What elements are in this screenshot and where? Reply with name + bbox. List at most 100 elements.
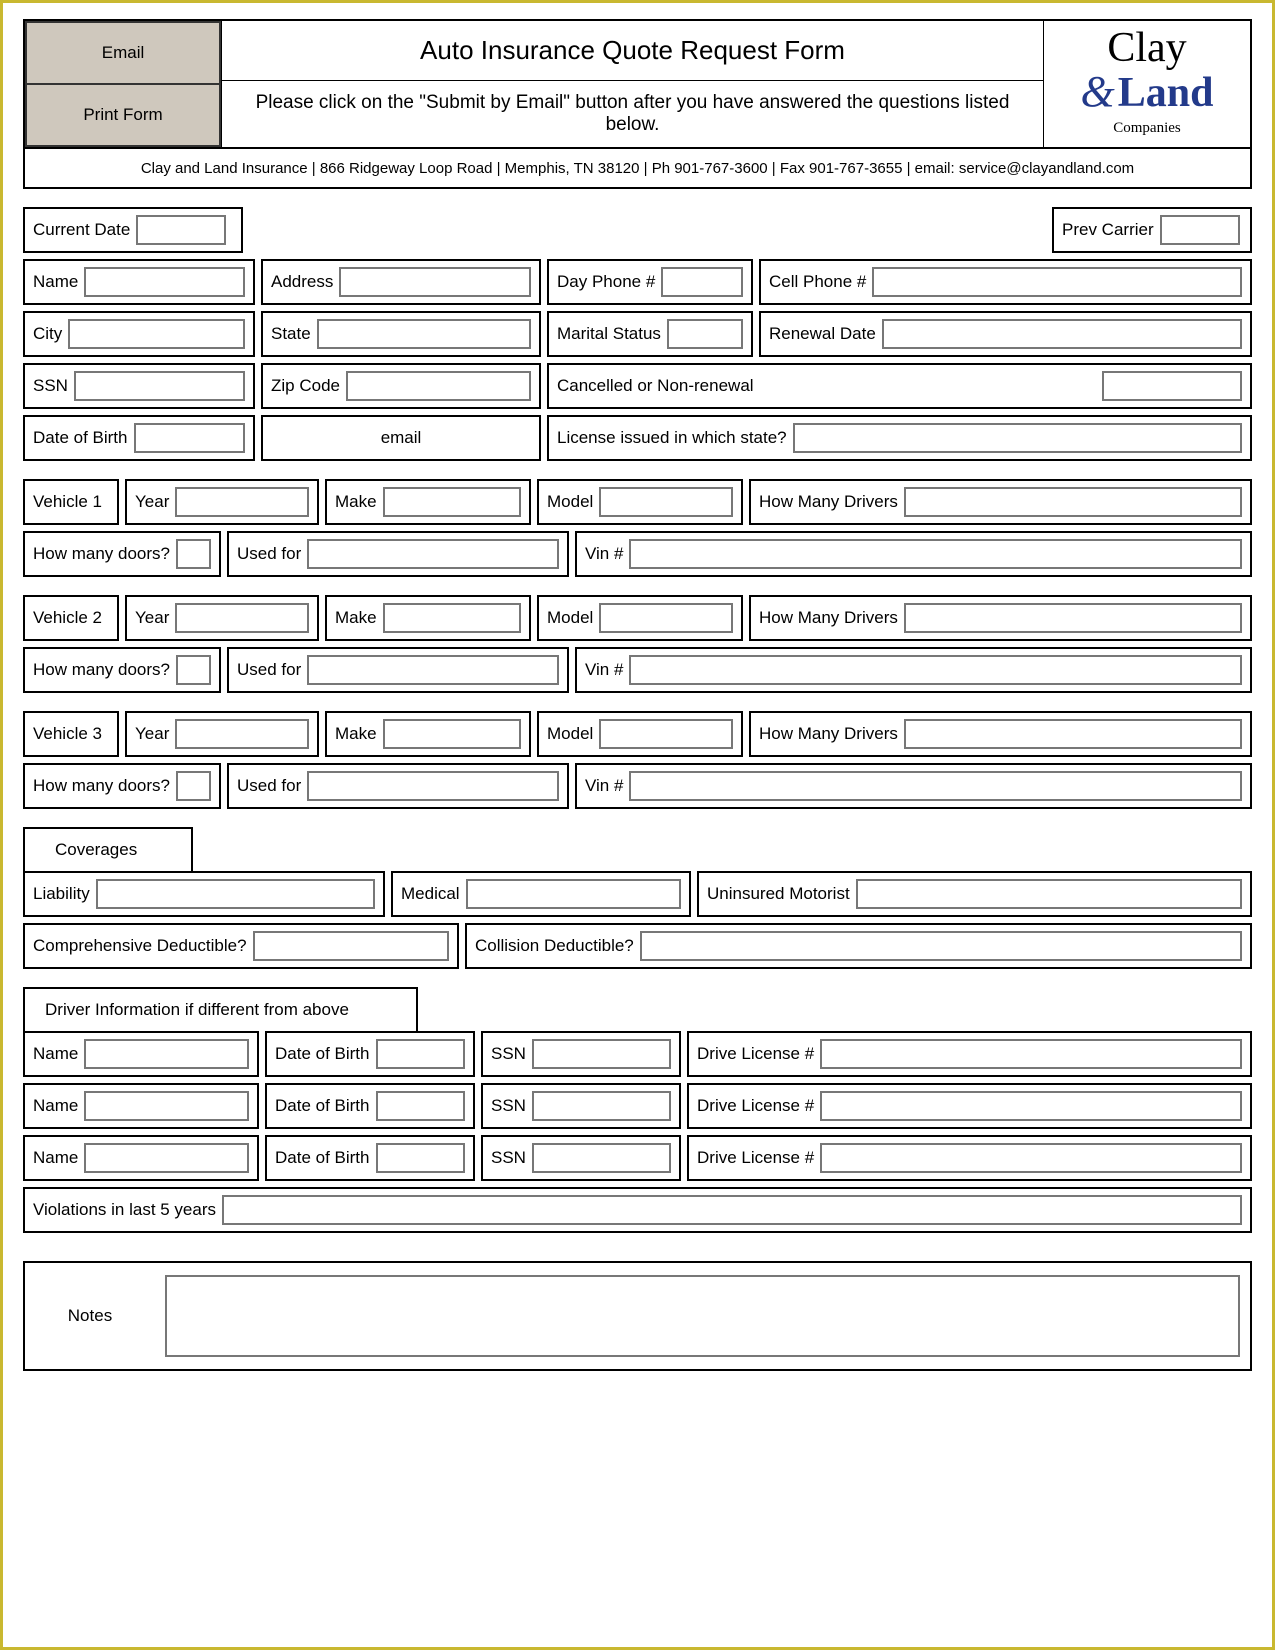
coll-deductible-input[interactable]	[640, 931, 1242, 961]
name-input[interactable]	[84, 267, 245, 297]
vehicle-2-year-label: Year	[135, 608, 169, 628]
vehicle-3-vin-input[interactable]	[629, 771, 1242, 801]
driver-2-license-input[interactable]	[820, 1091, 1242, 1121]
license-state-label: License issued in which state?	[557, 428, 787, 448]
vehicle-3-used-label: Used for	[237, 776, 301, 796]
medical-input[interactable]	[466, 879, 681, 909]
header-buttons: Email Print Form	[25, 21, 221, 147]
vehicle-1-make-input[interactable]	[383, 487, 521, 517]
liability-label: Liability	[33, 884, 90, 904]
vehicle-1-vin-input[interactable]	[629, 539, 1242, 569]
vehicle-2-doors-input[interactable]	[176, 655, 211, 685]
vehicle-3-year-input[interactable]	[175, 719, 309, 749]
current-date-label: Current Date	[33, 220, 130, 240]
driver-2-dob-label: Date of Birth	[275, 1096, 370, 1116]
vehicle-3-make-label: Make	[335, 724, 377, 744]
ssn-input[interactable]	[74, 371, 245, 401]
vehicle-2-model-input[interactable]	[599, 603, 733, 633]
prev-carrier-input[interactable]	[1160, 215, 1240, 245]
vehicle-1-model-label: Model	[547, 492, 593, 512]
dob-input[interactable]	[134, 423, 246, 453]
email-button[interactable]: Email	[25, 21, 221, 84]
city-input[interactable]	[68, 319, 245, 349]
day-phone-input[interactable]	[661, 267, 743, 297]
cancelled-label: Cancelled or Non-renewal	[557, 376, 754, 396]
vehicle-2-year-input[interactable]	[175, 603, 309, 633]
driver-2-ssn-input[interactable]	[532, 1091, 671, 1121]
vehicle-2-vin-input[interactable]	[629, 655, 1242, 685]
cell-phone-input[interactable]	[872, 267, 1242, 297]
license-state-input[interactable]	[793, 423, 1242, 453]
vehicle-2-make-label: Make	[335, 608, 377, 628]
address-input[interactable]	[339, 267, 531, 297]
driver-3-dob-input[interactable]	[376, 1143, 466, 1173]
driver-3-license-input[interactable]	[820, 1143, 1242, 1173]
vehicle-3-drivers-input[interactable]	[904, 719, 1242, 749]
vehicle-2-drivers-input[interactable]	[904, 603, 1242, 633]
logo-line-3: Companies	[1113, 120, 1181, 137]
vehicle-1-used-input[interactable]	[307, 539, 559, 569]
vehicle-2-label: Vehicle 2	[33, 608, 102, 628]
vehicle-3-doors-label: How many doors?	[33, 776, 170, 796]
vehicle-1-drivers-input[interactable]	[904, 487, 1242, 517]
vehicle-3-used-input[interactable]	[307, 771, 559, 801]
driver-3-license-label: Drive License #	[697, 1148, 814, 1168]
driver-1-ssn-input[interactable]	[532, 1039, 671, 1069]
zip-input[interactable]	[346, 371, 531, 401]
driver-2-name-input[interactable]	[84, 1091, 249, 1121]
driver-1-license-input[interactable]	[820, 1039, 1242, 1069]
vehicle-3-doors-input[interactable]	[176, 771, 211, 801]
dob-label: Date of Birth	[33, 428, 128, 448]
cancelled-input[interactable]	[1102, 371, 1242, 401]
email-label: email	[381, 428, 422, 448]
uninsured-input[interactable]	[856, 879, 1242, 909]
uninsured-label: Uninsured Motorist	[707, 884, 850, 904]
day-phone-label: Day Phone #	[557, 272, 655, 292]
vehicle-3-model-input[interactable]	[599, 719, 733, 749]
driver-2-dob-input[interactable]	[376, 1091, 466, 1121]
driver-3-name-input[interactable]	[84, 1143, 249, 1173]
notes-label: Notes	[25, 1263, 155, 1369]
zip-label: Zip Code	[271, 376, 340, 396]
driver-3-ssn-input[interactable]	[532, 1143, 671, 1173]
liability-input[interactable]	[96, 879, 375, 909]
header-title-block: Auto Insurance Quote Request Form Please…	[221, 21, 1044, 147]
logo-line-1: Clay	[1107, 31, 1186, 67]
vehicle-2-used-label: Used for	[237, 660, 301, 680]
driver-info-header: Driver Information if different from abo…	[23, 987, 418, 1031]
vehicle-1-model-input[interactable]	[599, 487, 733, 517]
vehicle-1-section: Vehicle 1YearMakeModelHow Many DriversHo…	[23, 479, 1252, 577]
state-input[interactable]	[317, 319, 531, 349]
cell-phone-label: Cell Phone #	[769, 272, 866, 292]
vehicle-3-label: Vehicle 3	[33, 724, 102, 744]
notes-input[interactable]	[165, 1275, 1240, 1357]
vehicle-2-used-input[interactable]	[307, 655, 559, 685]
renewal-label: Renewal Date	[769, 324, 876, 344]
form-title: Auto Insurance Quote Request Form	[222, 21, 1043, 81]
vehicle-1-year-input[interactable]	[175, 487, 309, 517]
logo-line-2: &Land	[1081, 66, 1214, 117]
driver-2-name-label: Name	[33, 1096, 78, 1116]
vehicle-2-vin-label: Vin #	[585, 660, 623, 680]
vehicle-1-doors-input[interactable]	[176, 539, 211, 569]
print-form-button[interactable]: Print Form	[25, 84, 221, 147]
company-address: Clay and Land Insurance | 866 Ridgeway L…	[23, 149, 1252, 189]
vehicle-2-make-input[interactable]	[383, 603, 521, 633]
vehicle-2-doors-label: How many doors?	[33, 660, 170, 680]
driver-1-dob-input[interactable]	[376, 1039, 466, 1069]
vehicle-1-make-label: Make	[335, 492, 377, 512]
driver-2-license-label: Drive License #	[697, 1096, 814, 1116]
driver-1-name-input[interactable]	[84, 1039, 249, 1069]
current-date-input[interactable]	[136, 215, 226, 245]
driver-1-dob-label: Date of Birth	[275, 1044, 370, 1064]
vehicle-3-make-input[interactable]	[383, 719, 521, 749]
comp-deductible-input[interactable]	[253, 931, 449, 961]
violations-input[interactable]	[222, 1195, 1242, 1225]
city-label: City	[33, 324, 62, 344]
driver-3-ssn-label: SSN	[491, 1148, 526, 1168]
driver-1-ssn-label: SSN	[491, 1044, 526, 1064]
marital-input[interactable]	[667, 319, 743, 349]
company-logo: Clay &Land Companies	[1044, 21, 1250, 147]
renewal-input[interactable]	[882, 319, 1242, 349]
vehicle-1-vin-label: Vin #	[585, 544, 623, 564]
